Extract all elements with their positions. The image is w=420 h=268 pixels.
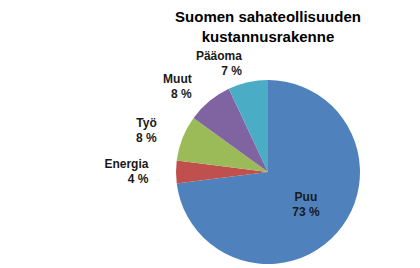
data-label: Muut8 % <box>163 72 192 101</box>
slice-value: 8 % <box>171 87 192 101</box>
slice-name: Energia <box>104 157 148 171</box>
data-labels: Puu73 %Energia4 %Työ8 %Muut8 %Pääoma7 % <box>104 49 320 219</box>
title: Suomen sahateollisuudenkustannusrakenne <box>175 8 361 45</box>
slice-name: Muut <box>163 72 192 86</box>
data-label: Pääoma7 % <box>196 49 242 78</box>
data-label: Työ8 % <box>136 116 157 145</box>
slice-name: Puu <box>295 190 318 204</box>
slice-value: 8 % <box>136 131 157 145</box>
slice-value: 4 % <box>128 172 149 186</box>
data-label: Puu73 % <box>292 190 320 219</box>
slice-value: 73 % <box>292 205 320 219</box>
pie <box>176 80 360 264</box>
slice-name: Työ <box>136 116 156 130</box>
slice-value: 7 % <box>221 64 242 78</box>
slice <box>177 80 360 264</box>
chart: Suomen sahateollisuudenkustannusrakenne P… <box>0 0 420 268</box>
slice-name: Pääoma <box>196 49 242 63</box>
slice <box>229 80 268 172</box>
data-label: Energia4 % <box>104 157 148 186</box>
